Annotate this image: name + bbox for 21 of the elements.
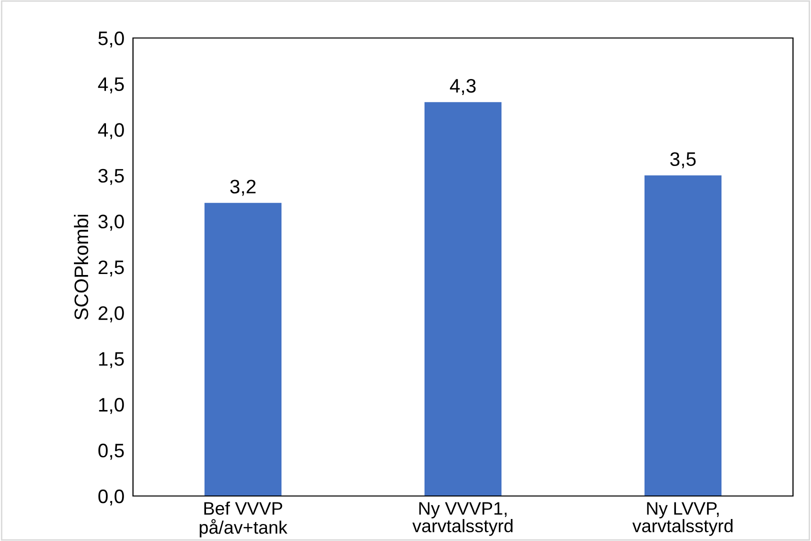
x-tick-label: Ny LVVP, varvtalsstyrd [632,502,733,536]
x-tick-label: Ny VVVP1, varvtalsstyrd [412,502,513,536]
y-tick-label: 1,0 [99,398,124,414]
data-label: 3,5 [670,152,696,168]
y-tick-label: 3,0 [98,214,124,231]
data-label: 4,3 [450,78,476,96]
y-tick-label: 0,0 [98,489,124,506]
data-label: 3,2 [230,180,256,196]
y-tick-label: 4,0 [98,123,124,140]
bar [644,175,722,496]
bar [424,102,502,496]
y-tick-label: 2,0 [98,306,124,322]
x-tick-label: Bef VVVP på/av+tank [200,502,288,538]
bar [204,202,282,496]
y-tick-label: 2,5 [98,260,124,277]
y-axis-title: SCOPkombi [74,214,88,320]
y-tick-label: 0,5 [98,444,124,460]
y-tick-label: 3,5 [98,168,124,185]
y-tick-label: 4,5 [98,77,124,94]
y-tick-label: 1,5 [99,352,124,368]
y-tick-label: 5,0 [98,31,124,48]
